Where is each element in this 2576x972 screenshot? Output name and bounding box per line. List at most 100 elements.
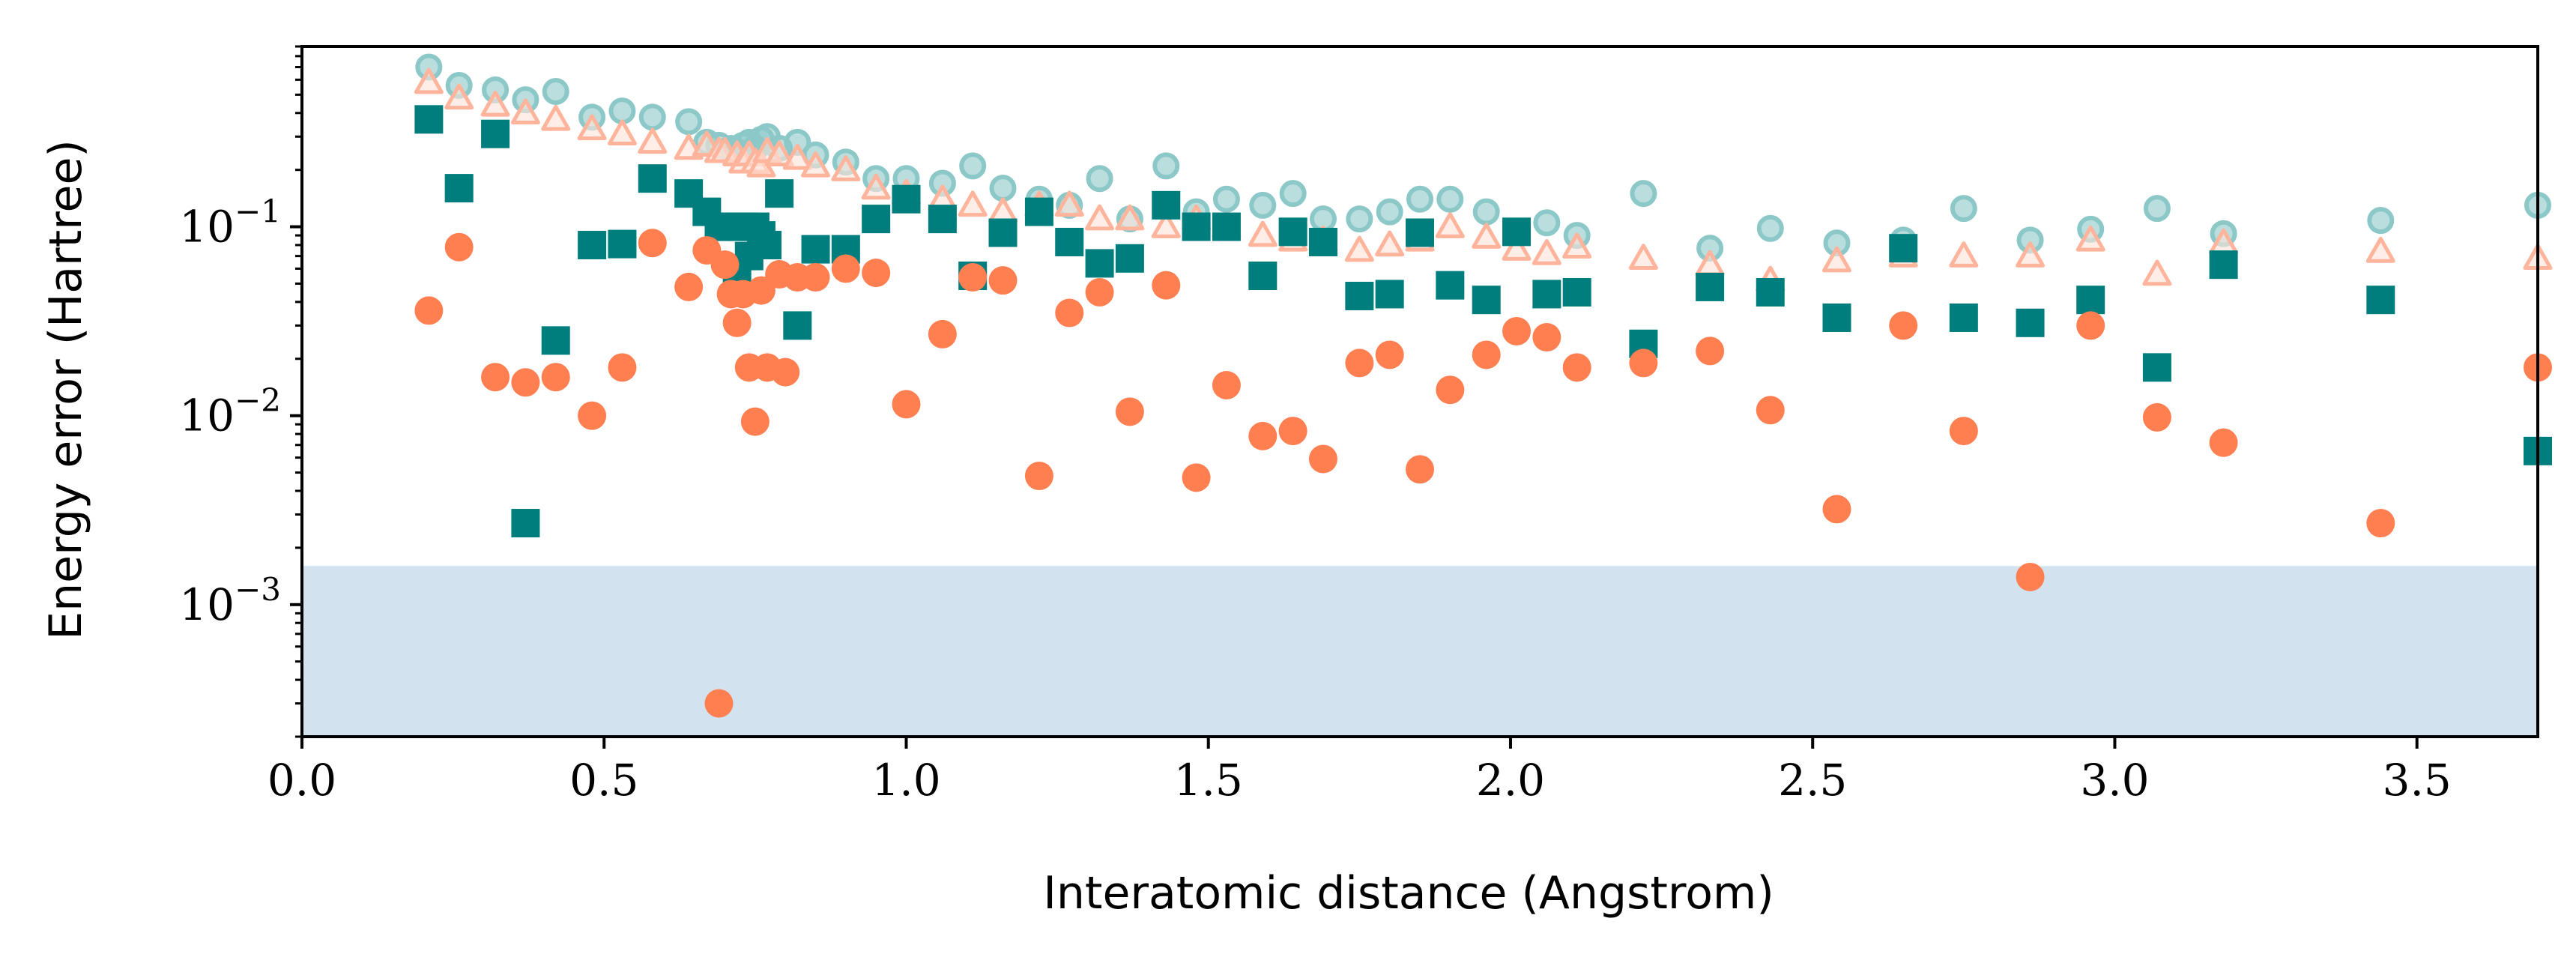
point-square-teal bbox=[2016, 308, 2045, 337]
point-square-teal bbox=[1472, 286, 1501, 315]
point-circle-orange bbox=[1562, 353, 1591, 382]
x-tick-label: 3.0 bbox=[2080, 755, 2149, 806]
point-square-teal bbox=[1696, 272, 1725, 301]
point-circle-orange bbox=[710, 250, 740, 280]
point-circle-orange bbox=[578, 401, 607, 430]
point-square-teal bbox=[2076, 286, 2105, 315]
point-triangle-orange bbox=[541, 104, 571, 131]
point-triangle-orange bbox=[1532, 239, 1561, 265]
point-circle-orange bbox=[1406, 455, 1434, 484]
point-triangle-orange bbox=[764, 140, 794, 166]
point-circle-hollow-teal bbox=[675, 108, 703, 136]
point-circle-orange bbox=[1436, 375, 1465, 405]
point-square-teal bbox=[1889, 234, 1918, 263]
point-square-teal bbox=[1278, 217, 1307, 247]
point-square-teal bbox=[1756, 277, 1785, 307]
point-triangle-orange bbox=[861, 173, 891, 200]
point-circle-hollow-teal bbox=[1533, 209, 1561, 237]
point-circle-orange bbox=[1532, 323, 1561, 352]
plot-frame bbox=[300, 45, 2539, 738]
point-triangle-orange bbox=[1085, 204, 1115, 231]
point-square-teal bbox=[801, 235, 830, 264]
y-axis-label: Energy error (Hartree) bbox=[40, 139, 92, 640]
point-circle-orange bbox=[1182, 463, 1211, 492]
point-circle-orange bbox=[1308, 444, 1337, 474]
point-circle-orange bbox=[674, 272, 704, 301]
point-circle-hollow-teal bbox=[1406, 185, 1433, 213]
point-square-teal bbox=[1212, 212, 1241, 241]
point-square-teal bbox=[1562, 277, 1591, 307]
point-square-teal bbox=[541, 326, 570, 355]
point-square-teal bbox=[1436, 271, 1465, 300]
x-tick-label: 1.0 bbox=[871, 755, 940, 806]
point-circle-orange bbox=[1375, 340, 1404, 369]
point-triangle-orange bbox=[801, 151, 831, 178]
point-square-teal bbox=[862, 205, 891, 234]
point-circle-orange bbox=[1345, 348, 1374, 378]
point-square-teal bbox=[1308, 227, 1337, 256]
point-circle-orange bbox=[704, 689, 734, 718]
point-circle-orange bbox=[988, 266, 1018, 295]
point-triangle-orange bbox=[1248, 220, 1278, 247]
point-circle-hollow-teal bbox=[1436, 185, 1464, 213]
point-circle-orange bbox=[2016, 562, 2045, 591]
x-tick-label: 0.5 bbox=[569, 755, 638, 806]
point-circle-hollow-teal bbox=[1472, 198, 1500, 226]
point-square-teal bbox=[638, 164, 667, 193]
point-square-teal bbox=[1375, 280, 1404, 309]
point-circle-hollow-teal bbox=[1152, 152, 1180, 180]
x-tick-label: 2.0 bbox=[1476, 755, 1545, 806]
point-square-teal bbox=[1502, 217, 1532, 247]
point-circle-orange bbox=[2142, 402, 2171, 432]
point-circle-orange bbox=[801, 263, 830, 292]
point-circle-orange bbox=[1055, 298, 1084, 327]
point-circle-hollow-teal bbox=[1630, 180, 1657, 208]
point-circle-orange bbox=[444, 232, 474, 262]
point-circle-orange bbox=[2076, 311, 2105, 340]
point-square-teal bbox=[481, 119, 510, 148]
point-triangle-orange bbox=[1115, 204, 1145, 231]
point-circle-orange bbox=[1472, 340, 1501, 369]
point-triangle-orange bbox=[1435, 212, 1465, 238]
point-circle-hollow-teal bbox=[1376, 198, 1403, 226]
point-square-teal bbox=[928, 205, 957, 234]
y-tick-label: 10−2 bbox=[179, 382, 281, 441]
point-square-teal bbox=[1085, 249, 1114, 278]
point-triangle-orange bbox=[480, 90, 510, 117]
point-triangle-orange bbox=[1375, 230, 1405, 257]
point-circle-orange bbox=[2366, 509, 2395, 538]
point-circle-orange bbox=[1024, 462, 1053, 491]
point-circle-orange bbox=[1629, 348, 1658, 378]
point-square-teal bbox=[1248, 262, 1278, 291]
point-square-teal bbox=[444, 174, 474, 203]
y-tick-label: 10−1 bbox=[179, 193, 281, 253]
point-triangle-orange bbox=[607, 119, 637, 145]
point-triangle-orange bbox=[1821, 246, 1851, 273]
point-triangle-orange bbox=[1151, 212, 1181, 238]
point-circle-orange bbox=[1822, 495, 1851, 524]
point-circle-hollow-teal bbox=[1756, 214, 1784, 242]
point-circle-hollow-teal bbox=[1249, 191, 1277, 219]
point-circle-hollow-teal bbox=[1950, 195, 1977, 223]
point-square-teal bbox=[1822, 303, 1851, 332]
x-tick-label: 2.5 bbox=[1778, 755, 1847, 806]
point-circle-hollow-teal bbox=[959, 152, 987, 180]
point-square-teal bbox=[1406, 218, 1434, 247]
point-square-teal bbox=[892, 184, 921, 214]
point-triangle-orange bbox=[1054, 190, 1084, 217]
point-square-teal bbox=[2209, 250, 2238, 280]
point-circle-orange bbox=[1152, 271, 1181, 300]
x-tick-label: 0.0 bbox=[267, 755, 336, 806]
point-triangle-orange bbox=[638, 127, 668, 154]
point-triangle-orange bbox=[2075, 225, 2105, 252]
point-circle-hollow-teal bbox=[1346, 205, 1373, 233]
point-circle-orange bbox=[2209, 428, 2238, 457]
shaded-band bbox=[302, 566, 2538, 737]
point-circle-orange bbox=[1115, 397, 1144, 426]
point-square-teal bbox=[2366, 286, 2395, 315]
point-square-teal bbox=[578, 231, 607, 260]
point-circle-hollow-teal bbox=[608, 97, 636, 125]
